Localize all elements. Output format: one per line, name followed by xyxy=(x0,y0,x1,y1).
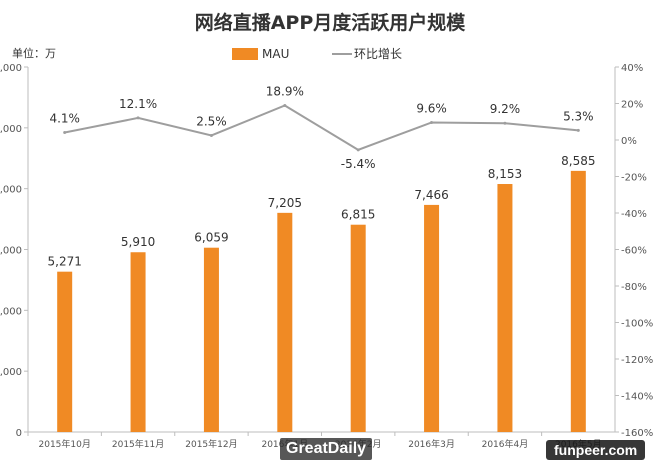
growth-point xyxy=(503,121,507,125)
right-axis-tick-label: 40% xyxy=(621,63,643,74)
bar-value-label: 5,271 xyxy=(48,255,82,269)
bar xyxy=(570,170,586,432)
growth-value-label: 4.1% xyxy=(49,112,80,126)
left-axis-tick-label: 0 xyxy=(16,428,22,439)
data-labels: 5,271 5,910 6,059 7,205 6,815 7,466 8,153 8,585… xyxy=(48,85,596,269)
growth-value-label: 18.9% xyxy=(266,85,304,99)
bar xyxy=(57,271,73,432)
growth-point xyxy=(576,128,580,132)
x-axis-tick-label: 2015年12月 xyxy=(185,438,237,450)
right-axis-tick-label: 20% xyxy=(621,100,643,111)
growth-point xyxy=(209,133,213,137)
growth-point xyxy=(283,104,287,108)
growth-value-label: 9.2% xyxy=(490,102,521,116)
bar-value-label: 7,466 xyxy=(414,188,448,202)
legend-mau-label: MAU xyxy=(262,47,289,61)
chart-title: 网络直播APP月度活跃用户规模 xyxy=(195,11,467,34)
bar xyxy=(424,204,440,432)
watermark-greatdaily: GreatDaily xyxy=(280,438,373,460)
right-axis-tick-label: -160% xyxy=(621,428,653,439)
axes: 0 2,000 4,000 6,000 8,000 10,000 12,000 40% 20% 0… xyxy=(0,63,653,450)
bar-value-label: 7,205 xyxy=(268,196,302,210)
x-axis-tick-label: 2015年11月 xyxy=(112,438,164,450)
growth-point xyxy=(63,131,67,135)
watermark-funpeer: funpeer.com xyxy=(546,440,646,460)
bar xyxy=(277,212,293,432)
legend-growth-label: 环比增长 xyxy=(354,47,402,61)
growth-point xyxy=(356,148,360,152)
bar-value-label: 6,059 xyxy=(194,231,228,245)
left-axis-tick-label: 8,000 xyxy=(0,185,22,196)
right-axis-tick-label: -120% xyxy=(621,355,653,366)
right-axis-tick-label: -140% xyxy=(621,392,653,403)
left-axis-tick-label: 6,000 xyxy=(0,246,22,257)
bar-value-label: 8,585 xyxy=(561,154,595,168)
right-axis-tick-label: -80% xyxy=(621,282,647,293)
legend: MAU 环比增长 xyxy=(232,47,402,61)
growth-value-label: 12.1% xyxy=(119,97,157,111)
x-axis-tick-label: 2016年3月 xyxy=(408,438,455,450)
bar-value-label: 8,153 xyxy=(488,167,522,181)
right-axis-tick-label: 0% xyxy=(621,136,637,147)
bars xyxy=(57,170,586,432)
bar xyxy=(497,184,513,432)
growth-value-label: 2.5% xyxy=(196,114,227,128)
right-axis-tick-label: -20% xyxy=(621,173,647,184)
x-axis-tick-label: 2015年10月 xyxy=(39,438,91,450)
legend-mau-swatch xyxy=(232,48,258,60)
left-axis-tick-label: 2,000 xyxy=(0,367,22,378)
left-axis-tick-label: 4,000 xyxy=(0,306,22,317)
growth-point xyxy=(136,116,140,120)
bar xyxy=(130,252,146,432)
x-axis-tick-label: 2016年4月 xyxy=(482,438,529,450)
bar-value-label: 5,910 xyxy=(121,235,155,249)
growth-point xyxy=(430,120,434,124)
right-axis-tick-label: -100% xyxy=(621,319,653,330)
left-axis-tick-label: 12,000 xyxy=(0,63,22,74)
growth-line-layer xyxy=(63,104,580,152)
bar-value-label: 6,815 xyxy=(341,208,375,222)
right-axis-tick-label: -60% xyxy=(621,246,647,257)
growth-value-label: -5.4% xyxy=(341,157,376,171)
unit-label: 单位：万 xyxy=(12,46,56,60)
growth-value-label: 9.6% xyxy=(416,101,447,115)
left-axis-tick-label: 10,000 xyxy=(0,124,22,135)
bar xyxy=(350,224,366,432)
growth-value-label: 5.3% xyxy=(563,109,594,123)
bar xyxy=(203,247,219,432)
growth-line xyxy=(64,104,579,151)
right-axis-tick-label: -40% xyxy=(621,209,647,220)
